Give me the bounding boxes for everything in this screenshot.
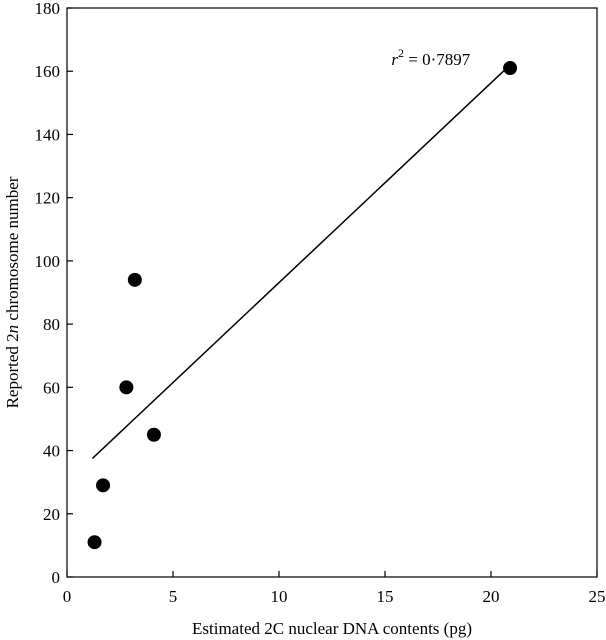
data-point	[87, 535, 102, 550]
x-tick-label: 20	[483, 587, 500, 606]
data-point	[96, 478, 111, 493]
y-tick-label: 140	[35, 125, 61, 144]
x-tick-label: 5	[169, 587, 178, 606]
regression-line	[91, 64, 511, 460]
r-squared-superscript: 2	[398, 46, 404, 60]
x-tick-label: 15	[377, 587, 394, 606]
x-axis-title: Estimated 2C nuclear DNA contents (pg)	[192, 619, 472, 638]
y-axis-title-prefix: Reported 2	[3, 333, 22, 408]
r-squared-annotation: r2 = 0·7897	[391, 46, 470, 69]
x-tick-label: 10	[271, 587, 288, 606]
plot-frame	[66, 7, 598, 578]
data-point	[503, 61, 518, 76]
x-axis-ticks: 0 5 10 15 20 25	[63, 571, 606, 606]
y-axis-title-suffix: chromosome number	[3, 176, 22, 325]
y-tick-label: 0	[52, 568, 61, 587]
y-axis-title-italic: n	[3, 325, 22, 334]
data-point	[119, 380, 134, 395]
x-tick-label: 25	[589, 587, 606, 606]
data-point	[146, 427, 161, 442]
data-point	[127, 272, 142, 287]
x-tick-label: 0	[63, 587, 72, 606]
y-tick-label: 80	[43, 315, 60, 334]
r-squared-value: = 0·7897	[404, 50, 471, 69]
y-tick-label: 40	[43, 442, 60, 461]
y-tick-label: 60	[43, 378, 60, 397]
r-squared-variable: r	[391, 50, 398, 69]
y-axis-title: Reported 2n chromosome number	[3, 176, 22, 408]
y-tick-label: 120	[35, 189, 61, 208]
y-tick-label: 160	[35, 62, 61, 81]
y-tick-label: 180	[35, 0, 61, 18]
data-points	[87, 61, 518, 550]
y-tick-label: 20	[43, 505, 60, 524]
y-tick-label: 100	[35, 252, 61, 271]
